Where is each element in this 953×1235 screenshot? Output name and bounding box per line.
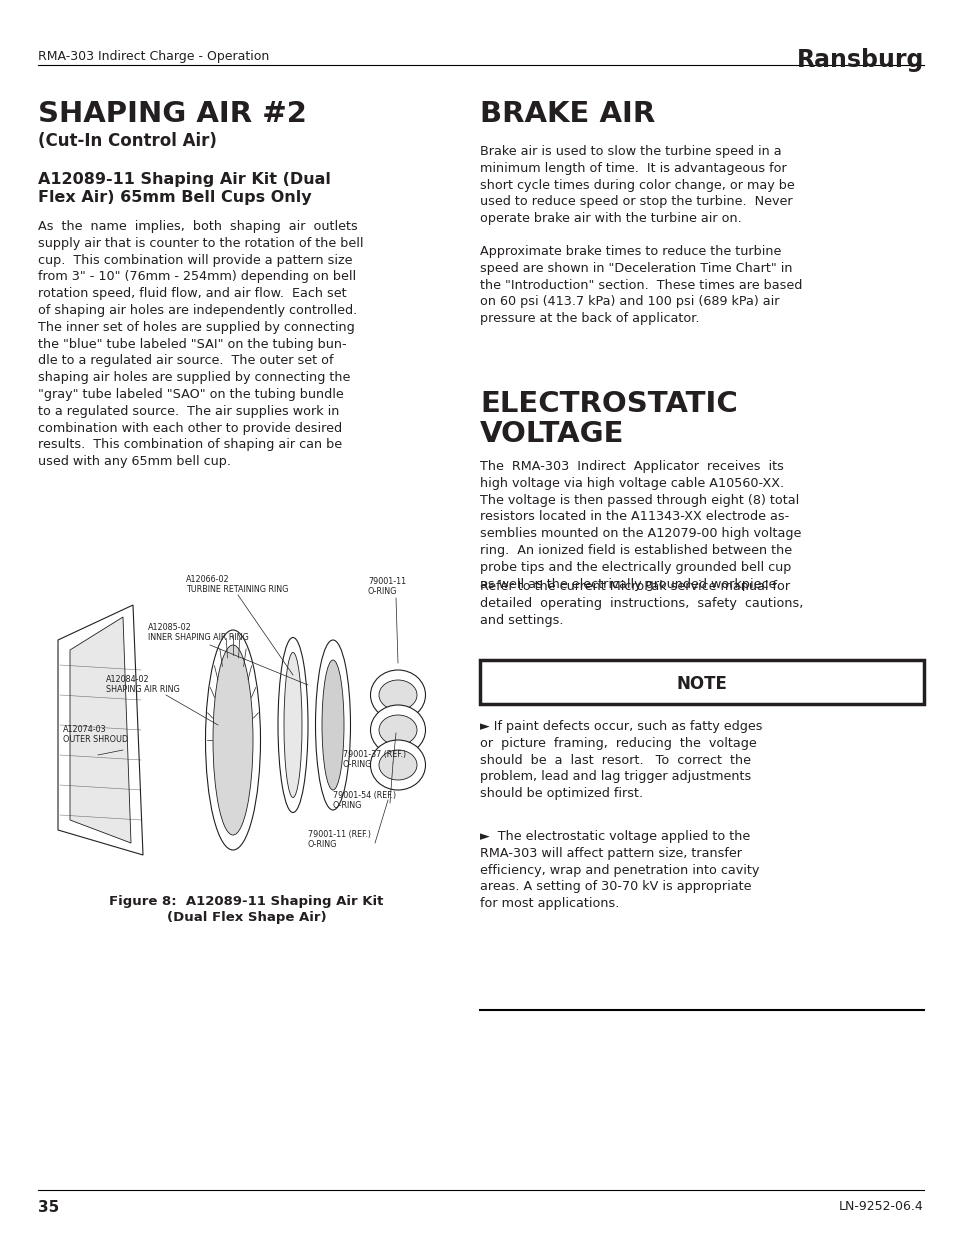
Text: BRAKE AIR: BRAKE AIR	[479, 100, 655, 128]
Polygon shape	[58, 605, 143, 855]
Text: Refer to the current MicroPak service manual for
detailed  operating  instructio: Refer to the current MicroPak service ma…	[479, 580, 802, 626]
Ellipse shape	[277, 637, 308, 813]
Bar	[479, 659, 923, 704]
Text: Figure 8:  A12089-11 Shaping Air Kit: Figure 8: A12089-11 Shaping Air Kit	[110, 895, 383, 908]
Text: O-RING: O-RING	[343, 760, 372, 769]
Ellipse shape	[378, 680, 416, 710]
Text: ► If paint defects occur, such as fatty edges
or  picture  framing,  reducing  t: ► If paint defects occur, such as fatty …	[479, 720, 761, 800]
Text: OUTER SHROUD: OUTER SHROUD	[63, 735, 128, 743]
Ellipse shape	[284, 652, 302, 798]
Text: 79001-37 (REF.): 79001-37 (REF.)	[343, 750, 406, 760]
Text: TURBINE RETAINING RING: TURBINE RETAINING RING	[186, 585, 288, 594]
Text: Ransburg: Ransburg	[796, 48, 923, 72]
Ellipse shape	[378, 715, 416, 745]
Text: The  RMA-303  Indirect  Applicator  receives  its
high voltage via high voltage : The RMA-303 Indirect Applicator receives…	[479, 459, 801, 590]
Text: SHAPING AIR RING: SHAPING AIR RING	[106, 685, 179, 694]
Polygon shape	[70, 618, 131, 844]
Text: 79001-11 (REF.): 79001-11 (REF.)	[308, 830, 371, 839]
Text: Flex Air) 65mm Bell Cups Only: Flex Air) 65mm Bell Cups Only	[38, 190, 312, 205]
Text: A12074-03: A12074-03	[63, 725, 107, 734]
Ellipse shape	[378, 750, 416, 781]
Ellipse shape	[370, 705, 425, 755]
Text: NOTE: NOTE	[676, 676, 727, 693]
Text: 79001-54 (REF.): 79001-54 (REF.)	[333, 790, 395, 800]
Text: O-RING: O-RING	[333, 802, 362, 810]
Text: Brake air is used to slow the turbine speed in a
minimum length of time.  It is : Brake air is used to slow the turbine sp…	[479, 144, 794, 225]
Ellipse shape	[213, 645, 253, 835]
Text: ELECTROSTATIC: ELECTROSTATIC	[479, 390, 737, 417]
Text: 35: 35	[38, 1200, 59, 1215]
Ellipse shape	[370, 740, 425, 790]
Ellipse shape	[322, 659, 344, 790]
Text: INNER SHAPING AIR RING: INNER SHAPING AIR RING	[148, 634, 249, 642]
Ellipse shape	[370, 671, 425, 720]
Ellipse shape	[315, 640, 350, 810]
Text: ►  The electrostatic voltage applied to the
RMA-303 will affect pattern size, tr: ► The electrostatic voltage applied to t…	[479, 830, 759, 910]
Text: 79001-11: 79001-11	[368, 577, 406, 585]
Text: A12085-02: A12085-02	[148, 622, 192, 632]
Text: Approximate brake times to reduce the turbine
speed are shown in "Deceleration T: Approximate brake times to reduce the tu…	[479, 245, 801, 325]
Text: SHAPING AIR #2: SHAPING AIR #2	[38, 100, 307, 128]
Text: A12084-02: A12084-02	[106, 676, 150, 684]
Text: A12066-02: A12066-02	[186, 576, 230, 584]
Text: O-RING: O-RING	[368, 587, 397, 597]
Text: VOLTAGE: VOLTAGE	[479, 420, 624, 448]
Text: O-RING: O-RING	[308, 840, 337, 848]
Text: LN-9252-06.4: LN-9252-06.4	[839, 1200, 923, 1213]
Ellipse shape	[205, 630, 260, 850]
Text: As  the  name  implies,  both  shaping  air  outlets
supply air that is counter : As the name implies, both shaping air ou…	[38, 220, 363, 468]
Text: A12089-11 Shaping Air Kit (Dual: A12089-11 Shaping Air Kit (Dual	[38, 172, 331, 186]
Text: (Cut-In Control Air): (Cut-In Control Air)	[38, 132, 216, 149]
Text: (Dual Flex Shape Air): (Dual Flex Shape Air)	[167, 911, 326, 924]
Text: RMA-303 Indirect Charge - Operation: RMA-303 Indirect Charge - Operation	[38, 49, 269, 63]
